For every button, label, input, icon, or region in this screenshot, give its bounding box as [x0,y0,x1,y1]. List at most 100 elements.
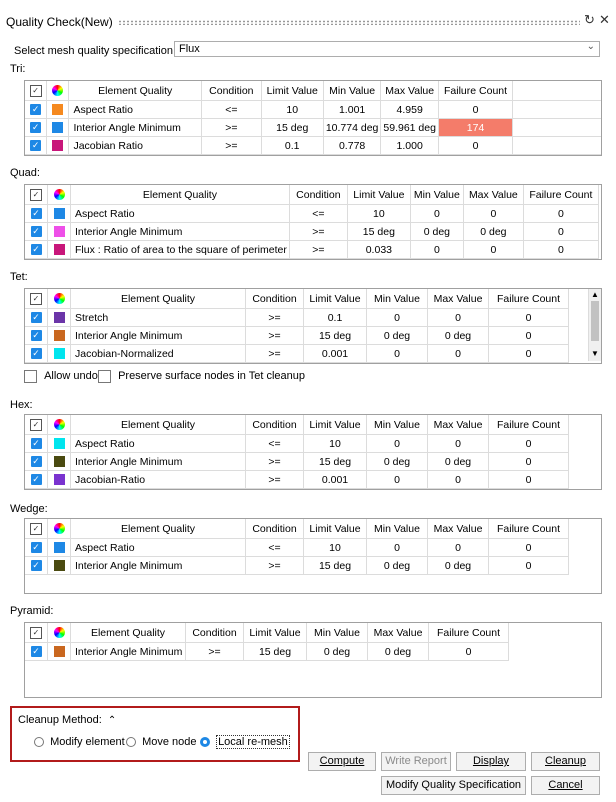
condition-cell[interactable]: >= [245,308,304,327]
condition-cell[interactable]: >= [245,470,304,489]
checkbox-checked-icon[interactable]: ✓ [30,474,42,486]
condition-cell[interactable]: >= [245,344,304,363]
allow-undo-option[interactable]: Allow undo [24,370,98,383]
checkbox-checked-icon[interactable]: ✓ [30,438,42,450]
condition-cell[interactable]: <= [245,434,304,453]
color-swatch[interactable] [53,474,65,486]
row-check-cell[interactable]: ✓ [25,452,48,471]
condition-cell[interactable]: <= [245,538,304,557]
limit-value-cell[interactable]: 15 deg [303,326,367,345]
modify-quality-spec-button[interactable]: Modify Quality Specification [381,776,526,795]
checkbox-checked-icon[interactable]: ✓ [30,208,42,220]
limit-value-cell[interactable]: 15 deg [261,118,324,137]
row-color-cell[interactable] [47,452,71,471]
limit-value-cell[interactable]: 15 deg [347,222,411,241]
row-check-cell[interactable]: ✓ [25,240,48,259]
checkbox-header-icon[interactable]: ✓ [30,292,42,305]
row-check-cell[interactable]: ✓ [25,470,48,489]
condition-cell[interactable]: >= [201,118,262,137]
radio-icon[interactable] [34,737,44,748]
row-check-cell[interactable]: ✓ [25,538,48,557]
table-row[interactable]: ✓ Jacobian Ratio >= 0.1 0.778 1.000 0 [25,136,601,155]
row-color-cell[interactable] [47,204,71,223]
checkbox-checked-icon[interactable]: ✓ [30,104,42,116]
scroll-up-icon[interactable]: ▲ [591,290,599,299]
limit-value-cell[interactable]: 10 [303,434,367,453]
cancel-button[interactable]: Cancel [531,776,600,795]
checkbox-header-icon[interactable]: ✓ [30,626,42,639]
radio-modify-element[interactable]: Modify element [34,736,125,748]
table-row[interactable]: ✓ Interior Angle Minimum >= 15 deg 0 deg 0 de… [25,556,569,575]
header-check-cell[interactable]: ✓ [25,623,48,643]
radio-move-node[interactable]: Move node [126,736,197,748]
allow-undo-checkbox[interactable] [24,370,37,383]
checkbox-checked-icon[interactable]: ✓ [30,348,42,360]
limit-value-cell[interactable]: 10 [303,538,367,557]
limit-value-cell[interactable]: 0.001 [303,470,367,489]
close-icon[interactable]: ✕ [599,12,610,27]
table-row[interactable]: ✓ Interior Angle Minimum >= 15 deg 0 deg 0 de… [25,452,569,471]
table-row[interactable]: ✓ Stretch >= 0.1 0 0 0 [25,308,569,327]
drag-handle[interactable] [118,20,580,25]
checkbox-checked-icon[interactable]: ✓ [30,542,42,554]
row-color-cell[interactable] [47,470,71,489]
condition-cell[interactable]: >= [245,556,304,575]
compute-button[interactable]: Compute [308,752,376,771]
header-check-cell[interactable]: ✓ [25,185,48,205]
condition-cell[interactable]: <= [289,204,348,223]
checkbox-header-icon[interactable]: ✓ [29,84,42,97]
spec-select[interactable]: Flux ⌄ [174,41,600,57]
checkbox-checked-icon[interactable]: ✓ [30,140,42,152]
table-row[interactable]: ✓ Interior Angle Minimum >= 15 deg 0 deg 0 de… [25,642,509,661]
row-check-cell[interactable]: ✓ [25,642,48,661]
condition-cell[interactable]: <= [201,100,262,119]
limit-value-cell[interactable]: 15 deg [303,452,367,471]
color-swatch[interactable] [52,104,64,116]
cleanup-button[interactable]: Cleanup [531,752,600,771]
collapse-icon[interactable]: ⌃ [107,715,117,726]
scroll-down-icon[interactable]: ▼ [591,349,599,358]
row-check-cell[interactable]: ✓ [25,118,48,137]
row-color-cell[interactable] [47,326,71,345]
condition-cell[interactable]: >= [289,240,348,259]
header-check-cell[interactable]: ✓ [25,81,48,101]
radio-selected-icon[interactable] [200,737,210,748]
color-swatch[interactable] [53,348,65,360]
limit-value-cell[interactable]: 0.1 [303,308,367,327]
color-swatch[interactable] [53,456,65,468]
row-color-cell[interactable] [47,556,71,575]
display-button[interactable]: Display [456,752,526,771]
table-row[interactable]: ✓ Aspect Ratio <= 10 1.001 4.959 0 [25,100,601,119]
row-check-cell[interactable]: ✓ [25,326,48,345]
color-swatch[interactable] [53,226,65,238]
checkbox-checked-icon[interactable]: ✓ [30,312,42,324]
row-check-cell[interactable]: ✓ [25,434,48,453]
preserve-nodes-option[interactable]: Preserve surface nodes in Tet cleanup [98,370,305,383]
table-row[interactable]: ✓ Aspect Ratio <= 10 0 0 0 [25,204,599,223]
table-row[interactable]: ✓ Jacobian-Ratio >= 0.001 0 0 0 [25,470,569,489]
limit-value-cell[interactable]: 10 [347,204,411,223]
row-check-cell[interactable]: ✓ [25,204,48,223]
tet-scrollbar[interactable]: ▲ ▼ [588,289,601,361]
row-check-cell[interactable]: ✓ [25,344,48,363]
radio-icon[interactable] [126,737,136,748]
checkbox-checked-icon[interactable]: ✓ [30,226,42,238]
row-check-cell[interactable]: ✓ [25,100,48,119]
refresh-icon[interactable]: ↻ [584,12,595,27]
color-swatch[interactable] [53,646,65,658]
limit-value-cell[interactable]: 15 deg [243,642,307,661]
row-color-cell[interactable] [47,538,71,557]
header-check-cell[interactable]: ✓ [25,289,48,309]
row-color-cell[interactable] [46,118,70,137]
checkbox-checked-icon[interactable]: ✓ [30,330,42,342]
row-check-cell[interactable]: ✓ [25,556,48,575]
checkbox-header-icon[interactable]: ✓ [30,522,42,535]
row-color-cell[interactable] [47,240,71,259]
color-swatch[interactable] [53,542,65,554]
row-color-cell[interactable] [47,642,71,661]
checkbox-header-icon[interactable]: ✓ [30,188,42,201]
color-swatch[interactable] [53,560,65,572]
row-check-cell[interactable]: ✓ [25,222,48,241]
color-swatch[interactable] [53,438,65,450]
color-swatch[interactable] [52,122,64,134]
